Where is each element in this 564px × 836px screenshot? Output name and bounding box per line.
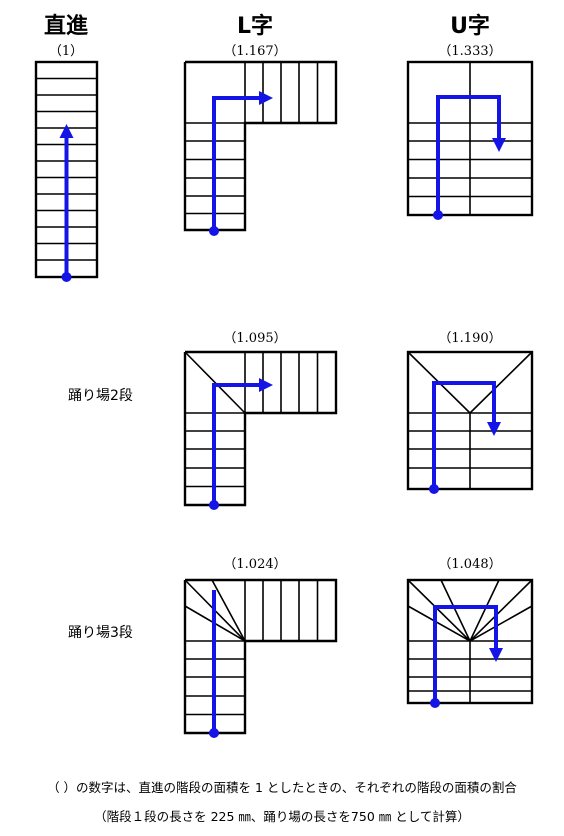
l-stair-plain-path [209, 91, 273, 236]
ratio-straight: （1） [48, 44, 84, 59]
l-stair-winder2 [183, 350, 338, 510]
ratio-l-winder2: （1.095） [223, 331, 287, 346]
ratio-l-winder3: （1.024） [223, 557, 287, 572]
straight-stair [34, 60, 99, 282]
u-stair-plain-treads [408, 62, 532, 215]
ratio-u-plain: （1.333） [438, 44, 502, 59]
u-stair-winder3-path [430, 605, 503, 708]
l-stair-winder3-treads [184, 579, 319, 716]
u-stair-winder2 [406, 350, 534, 494]
row-label-winder2: 踊り場2段 [68, 388, 133, 404]
l-stair-plain [183, 60, 338, 236]
ratio-l-plain: （1.167） [223, 44, 287, 59]
l-stair-plain-treads [185, 62, 319, 215]
u-stair-winder3-treads [407, 579, 533, 703]
header-straight: 直進 [43, 14, 88, 39]
u-stair-winder3 [406, 578, 534, 708]
footnote-calculation-basis: （階段１段の長さを 225 ㎜、踊り場の長さを750 ㎜ として計算） [94, 809, 470, 824]
l-stair-winder3-path [209, 590, 219, 738]
header-l-shape: L字 [236, 14, 274, 39]
u-stair-winder2-path [429, 381, 501, 494]
straight-stair-treads [36, 77, 97, 261]
u-stair-plain [406, 60, 534, 220]
u-stair-winder2-treads [407, 351, 533, 489]
row-label-winder3: 踊り場3段 [68, 625, 133, 641]
footnote-ratio-explanation: （ ）の数字は、直進の階段の面積を 1 としたときの、それぞれの階段の面積の割合 [47, 780, 517, 795]
straight-stair-path [59, 124, 74, 282]
ratio-u-winder3: （1.048） [438, 557, 502, 572]
ratio-u-winder2: （1.190） [438, 331, 502, 346]
header-u-shape: U字 [450, 14, 490, 39]
u-stair-plain-path [433, 95, 506, 220]
l-stair-winder3 [183, 578, 338, 738]
l-stair-winder2-treads [184, 351, 319, 488]
l-stair-winder2-path [209, 378, 273, 510]
